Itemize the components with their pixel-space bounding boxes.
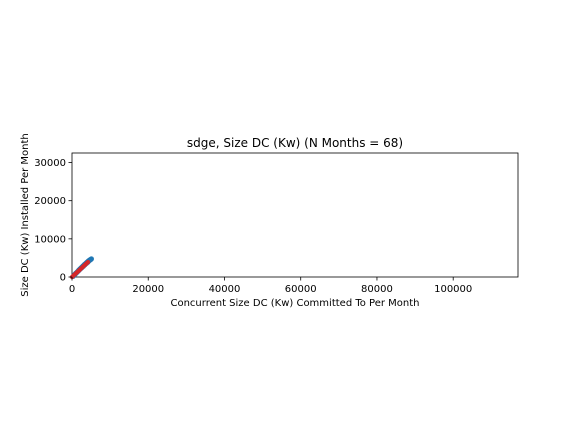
y-axis-label: Size DC (Kw) Installed Per Month bbox=[20, 133, 31, 297]
y-axis-ticks: 0 10000 20000 30000 bbox=[34, 158, 72, 284]
chart-title: sdge, Size DC (Kw) (N Months = 68) bbox=[187, 136, 403, 150]
scatter-point bbox=[88, 256, 94, 262]
x-axis-label: Concurrent Size DC (Kw) Committed To Per… bbox=[170, 298, 419, 309]
x-axis-ticks: 0 20000 40000 60000 80000 100000 bbox=[69, 277, 472, 295]
x-tick-label: 20000 bbox=[132, 284, 164, 295]
x-tick-label: 40000 bbox=[209, 284, 241, 295]
x-tick-label: 0 bbox=[69, 284, 75, 295]
x-tick-label: 100000 bbox=[434, 284, 472, 295]
x-tick-label: 80000 bbox=[361, 284, 393, 295]
x-tick-label: 60000 bbox=[285, 284, 317, 295]
y-tick-label: 20000 bbox=[34, 196, 66, 207]
plot-frame bbox=[71, 152, 519, 278]
y-tick-label: 10000 bbox=[34, 234, 66, 245]
y-tick-label: 0 bbox=[60, 273, 66, 284]
scatter-points bbox=[69, 256, 95, 280]
y-tick-label: 30000 bbox=[34, 158, 66, 169]
plot-area bbox=[69, 152, 519, 280]
scatter-point bbox=[85, 259, 91, 265]
